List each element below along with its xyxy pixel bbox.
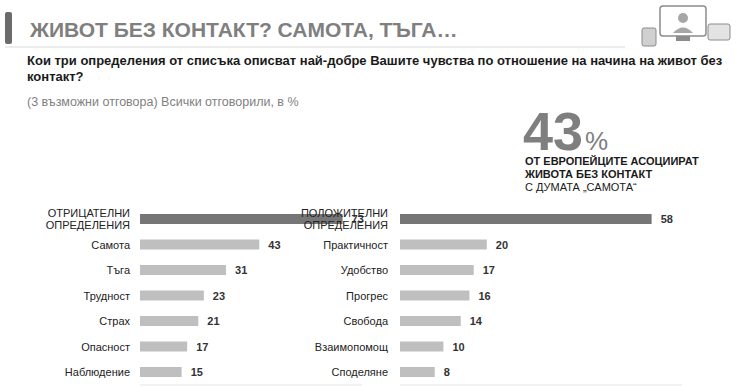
- category-label: ПОЛОЖИТЕЛНИ ОПРЕДЕЛЕНИЯ: [270, 207, 388, 231]
- category-label: Взаимопомощ: [270, 341, 388, 353]
- bar: [140, 240, 259, 250]
- question: Кои три определения от списъка описват н…: [27, 53, 735, 85]
- icon-card: [708, 24, 730, 40]
- bar: [140, 316, 198, 326]
- callout-text: ОТ ЕВРОПЕЙЦИТЕ АСОЦИИРАТ: [525, 155, 699, 167]
- category-label: Трудност: [10, 290, 130, 302]
- data-label: 20: [496, 239, 508, 251]
- category-label: Практичност: [270, 239, 388, 251]
- category-label: Свобода: [270, 315, 388, 327]
- category-label: ОТРИЦАТЕЛНИ ОПРЕДЕЛЕНИЯ: [10, 207, 130, 231]
- data-label: 21: [207, 315, 219, 327]
- x-axis-line: [400, 385, 682, 386]
- data-label: 43: [268, 239, 280, 251]
- callout-text: С ДУМАТА „САМОТА“: [525, 181, 637, 193]
- data-label: 17: [483, 264, 495, 276]
- data-label: 58: [661, 213, 673, 225]
- callout-value: 43: [523, 101, 583, 161]
- bar: [140, 291, 204, 301]
- category-label: Удобство: [270, 264, 388, 276]
- bar: [400, 367, 435, 377]
- icon-head: [678, 13, 688, 23]
- data-label: 14: [470, 315, 483, 327]
- bar: [400, 214, 652, 224]
- data-label: 15: [191, 366, 203, 378]
- category-label: Наблюдение: [10, 366, 130, 378]
- bar: [400, 316, 461, 326]
- decor-icon: [642, 6, 730, 46]
- icon-stand: [676, 36, 690, 41]
- bar: [140, 367, 182, 377]
- callout-text: ЖИВОТА БЕЗ КОНТАКТ: [524, 168, 652, 180]
- data-label: 31: [235, 264, 247, 276]
- data-label: 16: [478, 290, 490, 302]
- icon-screen: [660, 6, 706, 36]
- x-axis-line: [140, 385, 362, 386]
- bars: [140, 214, 343, 377]
- category-label: Тъга: [10, 264, 130, 276]
- bar: [400, 265, 474, 275]
- bar: [140, 342, 187, 352]
- bar: [400, 342, 443, 352]
- header-accent: [5, 12, 12, 44]
- header-rule: [5, 47, 625, 48]
- data-label: 10: [452, 341, 464, 353]
- category-label: Страх: [10, 315, 130, 327]
- data-label: 23: [213, 290, 225, 302]
- callout-unit: %: [585, 126, 608, 156]
- category-label: Прогрес: [270, 290, 388, 302]
- category-label: Опасност: [10, 341, 130, 353]
- icon-phone: [642, 28, 656, 46]
- data-label: 8: [444, 366, 450, 378]
- data-label: 17: [196, 341, 208, 353]
- icon-body: [673, 28, 693, 34]
- note: (3 възможни отговора) Всички отговорили,…: [27, 95, 299, 109]
- bar: [400, 291, 469, 301]
- bars: [400, 214, 652, 377]
- bar: [400, 240, 487, 250]
- title: ЖИВОТ БЕЗ КОНТАКТ? САМОТА, ТЪГА…: [29, 18, 457, 41]
- category-label: Самота: [10, 239, 130, 251]
- bar: [140, 265, 226, 275]
- category-label: Споделяне: [270, 366, 388, 378]
